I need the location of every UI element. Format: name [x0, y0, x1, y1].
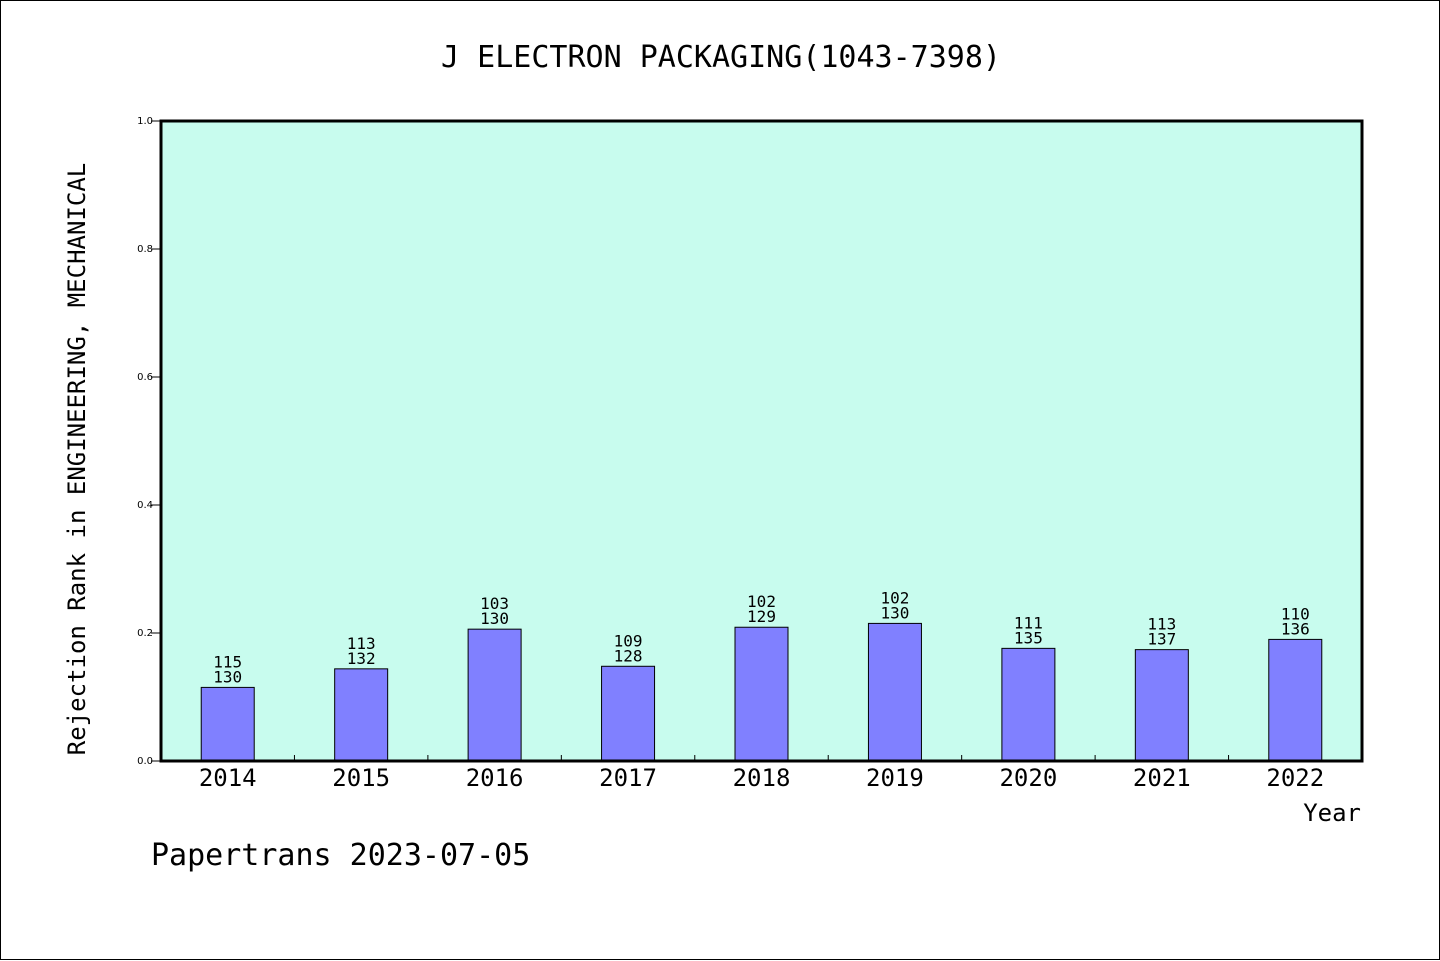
bar-2021 [1134, 649, 1189, 762]
bar-label-top: 113 [347, 634, 376, 653]
y-tick-label: 0.4 [137, 500, 153, 511]
bar-label-top: 102 [747, 592, 776, 611]
bar-label-top: 115 [213, 652, 242, 671]
bar-label-bottom: 136 [1281, 619, 1310, 638]
x-tick-label: 2019 [866, 764, 924, 792]
x-tick-label: 2017 [599, 764, 657, 792]
plot-border [159, 119, 1364, 763]
bar-label-bottom: 128 [614, 646, 643, 665]
bar-label-bottom: 130 [480, 609, 509, 628]
bars-group: 1151301131321031301091281021291021301111… [200, 588, 1323, 762]
x-axis-ticks: 2014 2015 2016 2017 2018 2019 2020 2021 2022 [199, 755, 1324, 792]
bar-label-bottom: 135 [1014, 628, 1043, 647]
y-axis-label: Rejection Rank in ENGINEERING, MECHANICA… [63, 163, 91, 755]
bar-label-bottom: 129 [747, 607, 776, 626]
bar-2014 [200, 686, 255, 762]
x-tick-label: 2020 [999, 764, 1057, 792]
bar-label-top: 102 [880, 588, 909, 607]
x-tick-label: 2018 [733, 764, 791, 792]
chart-title: J ELECTRON PACKAGING(1043-7398) [441, 40, 1001, 75]
y-axis-ticks: 0.0 0.2 0.4 0.6 0.8 1.0 [137, 116, 161, 767]
y-tick-label: 0.0 [137, 756, 153, 767]
bar-label-bottom: 130 [880, 603, 909, 622]
bar-2017 [601, 665, 656, 762]
bar-label-top: 113 [1147, 615, 1176, 634]
bar-2022 [1268, 638, 1323, 762]
x-tick-label: 2016 [466, 764, 524, 792]
bar-label-bottom: 137 [1147, 630, 1176, 649]
bar-label-top: 110 [1281, 604, 1310, 623]
x-tick-label: 2015 [332, 764, 390, 792]
x-axis-label: Year [1303, 799, 1361, 827]
x-tick-label: 2021 [1133, 764, 1191, 792]
y-tick-label: 0.8 [137, 244, 153, 255]
bar-2016 [467, 628, 522, 762]
y-tick-label: 0.2 [137, 628, 153, 639]
y-tick-label: 1.0 [137, 116, 153, 127]
bar-label-top: 103 [480, 594, 509, 613]
footer-text: Papertrans 2023-07-05 [151, 838, 530, 873]
bar-2019 [867, 622, 922, 762]
bar-label-top: 109 [614, 631, 643, 650]
bar-label-top: 111 [1014, 613, 1043, 632]
x-tick-label: 2022 [1266, 764, 1324, 792]
bar-label-bottom: 130 [213, 667, 242, 686]
bar-label-bottom: 132 [347, 649, 376, 668]
bar-2018 [734, 626, 789, 762]
x-tick-label: 2014 [199, 764, 257, 792]
bar-2020 [1001, 647, 1056, 762]
bar-2015 [334, 668, 389, 762]
y-tick-label: 0.6 [137, 372, 153, 383]
